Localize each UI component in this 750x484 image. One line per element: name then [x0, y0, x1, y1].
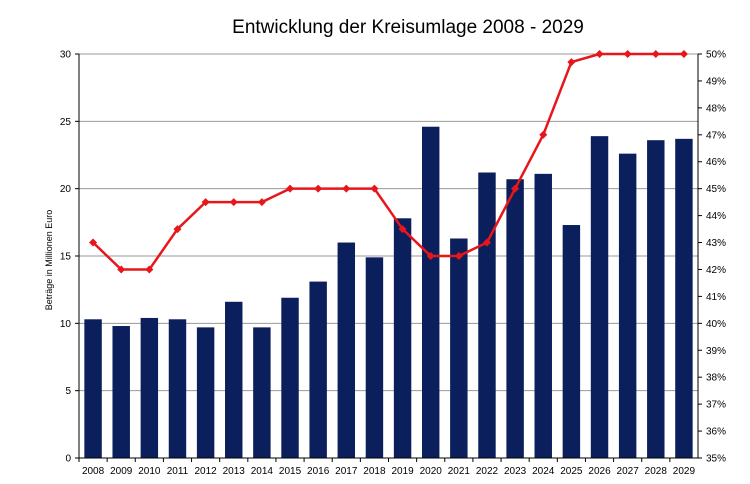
- x-tick-label: 2011: [167, 466, 189, 477]
- x-axis-ticks: 2008 2009 2010 2011 2012 2013 2014 2015 2016 2017…: [82, 466, 696, 477]
- x-tick-label: 2015: [279, 466, 302, 477]
- right-tick-label: 47%: [706, 130, 726, 141]
- right-tick-label: 38%: [706, 373, 726, 384]
- right-tick-label: 43%: [706, 238, 726, 249]
- line-point: [623, 50, 632, 58]
- x-tick-label: 2019: [391, 466, 414, 477]
- line-point: [595, 50, 604, 58]
- bar: [281, 297, 299, 458]
- bar: [675, 138, 693, 458]
- x-tick-label: 2009: [110, 466, 133, 477]
- series-line: [92, 52, 684, 271]
- right-tick-label: 35%: [706, 454, 726, 465]
- right-tick-label: 40%: [706, 319, 726, 330]
- right-tick-label: 36%: [706, 427, 726, 438]
- right-tick-label: 48%: [706, 103, 726, 114]
- right-tick-label: 44%: [706, 211, 726, 222]
- bar: [478, 172, 496, 459]
- line-point: [651, 50, 660, 58]
- x-tick-label: 2024: [532, 466, 555, 477]
- x-tick-label: 2028: [645, 466, 668, 477]
- right-tick-label: 42%: [706, 265, 726, 276]
- line-point: [314, 184, 323, 193]
- line-point: [286, 184, 295, 193]
- line-point: [173, 225, 182, 234]
- bar: [534, 173, 552, 458]
- bar: [225, 301, 243, 458]
- bar: [337, 242, 356, 458]
- left-tick-label: 30: [60, 50, 72, 61]
- right-tick-label: 39%: [706, 346, 726, 357]
- line-point: [145, 265, 154, 274]
- right-tick-label: 41%: [706, 292, 726, 303]
- line-point: [89, 238, 98, 247]
- bar: [84, 319, 102, 458]
- line-point: [398, 225, 407, 234]
- line-point: [454, 252, 463, 260]
- right-tick-label: 46%: [706, 157, 726, 168]
- bar: [309, 281, 327, 458]
- line-point: [257, 198, 266, 207]
- x-tick-label: 2013: [223, 466, 246, 477]
- x-tick-label: 2016: [307, 466, 330, 477]
- y-axis-label: Beträge in Millionen Euro: [44, 210, 54, 311]
- left-axis-ticks: 0 5 10 15 20 25 30: [60, 50, 72, 465]
- line-point: [370, 184, 379, 193]
- bar: [618, 153, 637, 459]
- left-tick-label: 20: [60, 184, 72, 195]
- bar: [506, 179, 524, 459]
- chart-title: Entwicklung der Kreisumlage 2008 - 2029: [232, 17, 584, 38]
- x-tick-label: 2021: [448, 466, 471, 477]
- bar: [196, 327, 215, 458]
- bar: [590, 136, 609, 458]
- line-point: [679, 50, 688, 58]
- x-tick-label: 2010: [138, 466, 161, 477]
- x-tick-label: 2022: [476, 466, 499, 477]
- line-point: [201, 198, 210, 207]
- bar: [365, 257, 384, 458]
- x-tick-label: 2018: [363, 466, 386, 477]
- bar: [647, 140, 665, 459]
- bar: [421, 126, 440, 458]
- line-point: [567, 58, 576, 67]
- left-tick-label: 25: [60, 117, 72, 128]
- bar: [112, 326, 130, 458]
- line-point: [117, 265, 126, 274]
- line-point: [482, 238, 491, 247]
- line-point: [539, 130, 548, 139]
- bar: [140, 317, 159, 458]
- axes: [75, 53, 702, 462]
- right-tick-label: 49%: [706, 76, 726, 87]
- right-tick-label: 50%: [706, 50, 726, 61]
- x-tick-label: 2012: [194, 466, 217, 477]
- x-tick-label: 2027: [617, 466, 640, 477]
- line-series: [89, 50, 688, 274]
- right-tick-label: 45%: [706, 184, 726, 195]
- bar: [253, 327, 271, 458]
- x-tick-label: 2020: [420, 466, 443, 477]
- x-tick-label: 2023: [504, 466, 527, 477]
- line-point: [511, 184, 520, 193]
- bar-series: [84, 126, 693, 459]
- bar: [393, 218, 412, 458]
- x-tick-label: 2017: [335, 466, 358, 477]
- x-tick-label: 2014: [251, 466, 274, 477]
- left-tick-label: 10: [60, 319, 72, 330]
- line-point: [342, 184, 351, 193]
- x-tick-label: 2008: [82, 466, 105, 477]
- bar: [450, 238, 468, 458]
- left-tick-label: 15: [60, 252, 72, 263]
- right-axis-ticks: 35% 36% 37% 38% 39% 40% 41% 42% 43% 44% 45% 46% 47% 4…: [706, 50, 726, 465]
- left-tick-label: 0: [65, 454, 71, 465]
- bar: [168, 319, 187, 458]
- line-point: [229, 198, 238, 207]
- left-tick-label: 5: [65, 386, 71, 397]
- line-point: [426, 252, 435, 260]
- x-tick-label: 2029: [673, 466, 696, 477]
- right-tick-label: 37%: [706, 400, 726, 411]
- bar: [562, 225, 581, 458]
- x-tick-label: 2025: [560, 466, 583, 477]
- x-tick-label: 2026: [588, 466, 611, 477]
